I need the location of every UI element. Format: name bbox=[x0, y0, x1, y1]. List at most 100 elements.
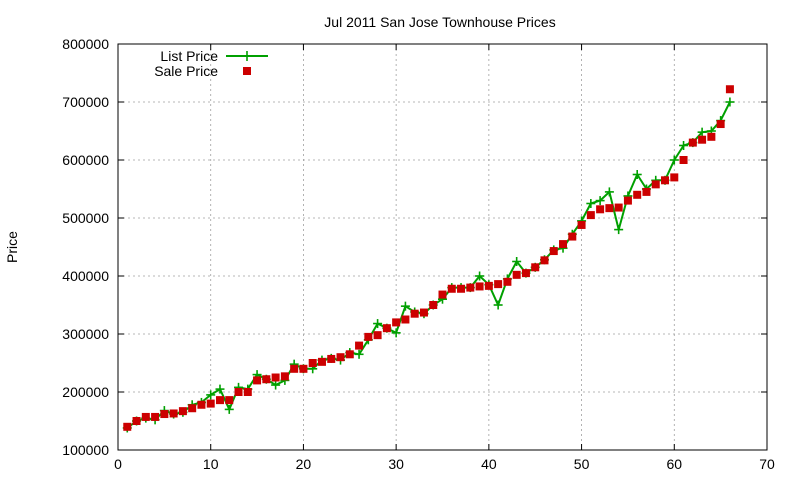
point-list-price bbox=[373, 319, 383, 329]
point-sale-price bbox=[141, 412, 150, 421]
point-sale-price bbox=[197, 400, 206, 409]
point-list-price bbox=[679, 141, 689, 150]
point-sale-price bbox=[336, 353, 345, 362]
point-sale-price bbox=[429, 301, 438, 309]
y-tick-label: 200000 bbox=[62, 384, 109, 400]
point-sale-price bbox=[596, 205, 605, 214]
point-sale-price bbox=[559, 240, 568, 249]
point-sale-price bbox=[401, 315, 410, 324]
point-sale-price bbox=[661, 176, 670, 185]
point-sale-price bbox=[725, 85, 734, 94]
x-tick-label: 70 bbox=[759, 456, 775, 472]
point-sale-price bbox=[364, 332, 373, 341]
x-tick-label: 20 bbox=[296, 456, 312, 472]
point-sale-price bbox=[410, 309, 419, 318]
x-tick-label: 0 bbox=[114, 456, 122, 472]
point-sale-price bbox=[327, 354, 336, 363]
point-sale-price bbox=[577, 220, 586, 229]
point-sale-price bbox=[243, 388, 252, 396]
point-list-price bbox=[604, 187, 614, 197]
point-sale-price bbox=[345, 350, 354, 359]
point-sale-price bbox=[262, 375, 271, 384]
point-sale-price bbox=[698, 135, 707, 144]
point-list-price bbox=[224, 404, 234, 414]
point-sale-price bbox=[151, 412, 160, 421]
grid bbox=[118, 44, 767, 450]
point-sale-price bbox=[308, 359, 317, 367]
point-sale-price bbox=[512, 270, 521, 279]
point-sale-price bbox=[188, 404, 197, 413]
point-sale-price bbox=[586, 211, 595, 220]
point-list-price bbox=[271, 380, 281, 390]
point-list-price bbox=[669, 155, 679, 165]
point-sale-price bbox=[568, 232, 577, 241]
point-sale-price bbox=[494, 280, 503, 289]
point-sale-price bbox=[651, 180, 660, 189]
point-sale-price bbox=[633, 190, 642, 199]
point-list-price bbox=[400, 301, 410, 311]
x-tick-label: 50 bbox=[574, 456, 590, 472]
point-sale-price bbox=[475, 282, 484, 291]
y-tick-label: 600000 bbox=[62, 152, 109, 168]
point-sale-price bbox=[670, 173, 679, 182]
point-list-price bbox=[354, 349, 364, 359]
y-axis-label: Price bbox=[4, 231, 20, 263]
point-sale-price bbox=[317, 357, 326, 366]
point-sale-price bbox=[373, 331, 382, 340]
point-sale-price bbox=[688, 138, 697, 147]
point-sale-price bbox=[438, 290, 447, 299]
point-list-price bbox=[475, 271, 485, 281]
x-tick-label: 60 bbox=[666, 456, 682, 472]
x-tick-label: 10 bbox=[203, 456, 219, 472]
legend-marker-sale-price bbox=[243, 67, 251, 75]
point-sale-price bbox=[299, 364, 308, 373]
point-sale-price bbox=[382, 324, 391, 333]
point-list-price bbox=[595, 196, 605, 206]
point-sale-price bbox=[215, 396, 224, 405]
point-sale-price bbox=[169, 409, 178, 418]
point-sale-price bbox=[466, 283, 475, 292]
y-tick-label: 100000 bbox=[62, 442, 109, 458]
plot-area bbox=[122, 85, 735, 433]
legend-label-list-price: List Price bbox=[160, 48, 218, 64]
point-sale-price bbox=[540, 256, 549, 265]
point-sale-price bbox=[280, 372, 289, 381]
point-list-price bbox=[391, 328, 401, 338]
point-sale-price bbox=[614, 203, 623, 212]
point-list-price bbox=[586, 199, 596, 208]
point-sale-price bbox=[290, 364, 299, 373]
point-sale-price bbox=[160, 410, 169, 419]
point-sale-price bbox=[679, 156, 688, 164]
point-sale-price bbox=[392, 318, 401, 327]
x-tick-label: 40 bbox=[481, 456, 497, 472]
point-sale-price bbox=[457, 284, 466, 293]
chart-title: Jul 2011 San Jose Townhouse Prices bbox=[324, 14, 555, 30]
point-sale-price bbox=[253, 376, 262, 385]
axis-ticks: 0 10 20 30 40 50 60 70 100000 200000 300000 400000 5… bbox=[62, 36, 775, 472]
y-tick-label: 500000 bbox=[62, 210, 109, 226]
y-tick-label: 700000 bbox=[62, 94, 109, 110]
point-sale-price bbox=[531, 263, 540, 272]
point-list-price bbox=[493, 300, 503, 310]
point-sale-price bbox=[178, 407, 187, 416]
point-sale-price bbox=[707, 132, 716, 141]
point-list-price bbox=[697, 127, 707, 137]
legend: List Price Sale Price bbox=[154, 48, 268, 79]
point-sale-price bbox=[503, 277, 512, 286]
plot-frame bbox=[117, 43, 768, 451]
point-sale-price bbox=[132, 417, 141, 425]
point-sale-price bbox=[271, 373, 280, 382]
point-list-price bbox=[512, 257, 522, 266]
point-sale-price bbox=[605, 204, 614, 213]
point-list-price bbox=[614, 225, 624, 235]
point-sale-price bbox=[225, 396, 234, 405]
series-line-list-price bbox=[126, 101, 731, 429]
point-list-price bbox=[632, 170, 642, 179]
point-sale-price bbox=[447, 284, 456, 293]
legend-label-sale-price: Sale Price bbox=[154, 63, 218, 79]
point-sale-price bbox=[549, 247, 558, 256]
point-sale-price bbox=[355, 341, 364, 350]
point-list-price bbox=[206, 390, 216, 400]
point-sale-price bbox=[623, 196, 632, 205]
